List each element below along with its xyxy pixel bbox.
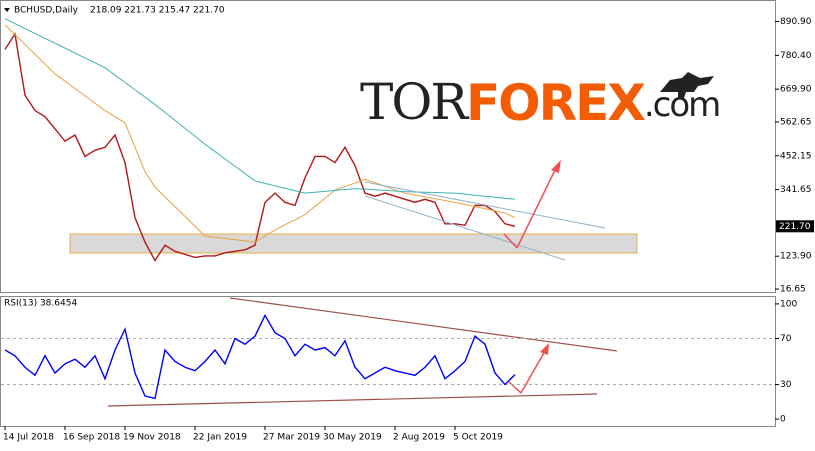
data-line [4,18,516,200]
trend-line [229,297,618,352]
bull-icon [660,72,714,98]
data-line [4,24,516,243]
y-tick-label: 780.40 [780,51,812,61]
y-tick-label: 30 [780,380,792,390]
y-tick-label: 100 [780,299,797,309]
channel-line [364,181,606,229]
y-tick-label: 452.15 [780,151,812,161]
menu-icon [4,8,10,12]
y-tick-label: 341.65 [780,185,812,195]
channel-line [364,195,566,261]
arrow-head [551,160,561,173]
y-tick-label: 890.90 [780,17,812,27]
price-pane [0,0,776,293]
data-line [4,313,516,400]
arrow-head [540,343,549,355]
x-tick-label: 22 Jan 2019 [193,433,247,443]
x-tick-label: 16 Sep 2018 [63,433,120,443]
trend-line [107,393,598,407]
x-tick-label: 5 Oct 2019 [453,433,503,443]
symbol-title: BCHUSD,Daily [14,6,79,16]
y-tick-label: 0 [780,415,786,425]
x-tick-label: 27 Mar 2019 [263,433,320,443]
x-tick-label: 19 Nov 2018 [123,433,181,443]
y-tick-label: 123.90 [780,252,812,262]
watermark: TORFOREX.com [360,73,719,132]
x-tick-label: 2 Aug 2019 [393,433,445,443]
current-price-box [776,220,814,233]
y-tick-label: 16.65 [780,285,806,295]
arrow [508,381,522,394]
x-tick-label: 14 Jul 2018 [3,433,54,443]
quote: 218.09 221.73 215.47 221.70 [90,6,225,16]
arrow [516,167,557,249]
y-tick-label: 70 [780,334,792,344]
arrow [503,233,518,249]
data-line [4,32,516,262]
price-layer [4,18,516,262]
rsi-title: RSI(13) 38.6454 [4,299,77,309]
current-price-label: 221.70 [779,222,811,232]
x-tick-label: 30 May 2019 [323,433,382,443]
y-tick-label: 562.65 [780,117,812,127]
arrow [520,350,546,394]
support-zone [69,233,638,254]
y-tick-label: 669.90 [780,85,812,95]
rsi-pane [0,296,776,427]
watermark-part: FOREX [466,74,645,132]
watermark-part: TOR [360,73,469,131]
